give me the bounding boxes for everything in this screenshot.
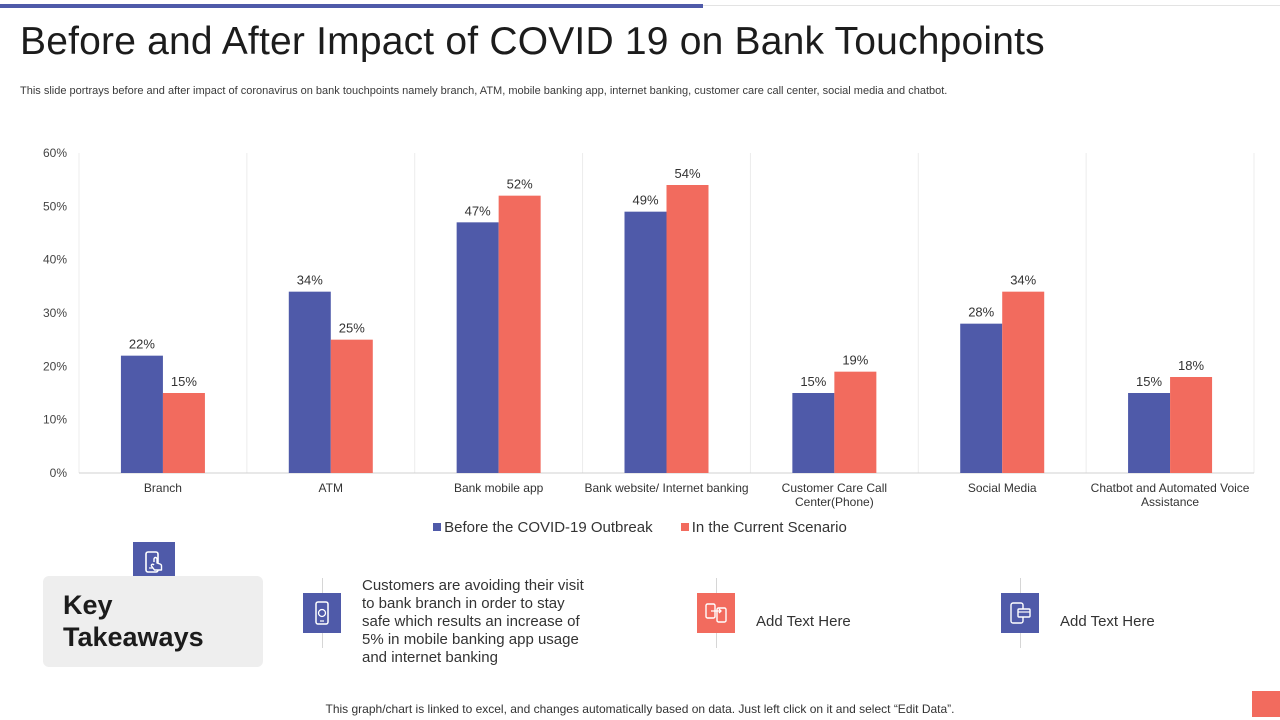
y-tick-label: 50% — [43, 199, 67, 213]
bar-current[interactable] — [330, 339, 373, 473]
corner-accent — [1252, 691, 1280, 717]
x-tick-label: Social Media — [968, 481, 1037, 495]
bar-value-label: 34% — [1010, 273, 1036, 288]
x-tick-label: Bank website/ Internet banking — [584, 481, 748, 495]
bar-value-label: 47% — [465, 203, 491, 218]
bar-value-label: 19% — [842, 353, 868, 368]
x-tick-label-line: ATM — [319, 481, 343, 495]
bar-current[interactable] — [1002, 291, 1045, 473]
bar-before[interactable] — [456, 222, 499, 473]
mobile-banking-glyph — [315, 601, 329, 625]
x-tick-label: Customer Care Call Center(Phone) — [782, 481, 887, 509]
x-tick-label-line: Branch — [144, 481, 182, 495]
legend-swatch-current — [680, 523, 689, 531]
bar-value-label: 15% — [800, 374, 826, 389]
bar-value-label: 34% — [297, 273, 323, 288]
key-takeaways-title: Key Takeaways — [63, 590, 204, 652]
bar-value-label: 15% — [1136, 374, 1162, 389]
y-tick-label: 60% — [43, 146, 67, 160]
transfer-glyph — [705, 603, 727, 623]
legend-label-current: In the Current Scenario — [691, 519, 847, 536]
top-divider-line — [703, 5, 1280, 6]
x-tick-label-line: Chatbot and Automated Voice — [1091, 481, 1250, 495]
y-tick-label: 20% — [43, 359, 67, 373]
bar-chart[interactable]: 0% 10% 20% 30% 40% 50% 60% 22% 15% Branch 34% 25% AT… — [0, 0, 1280, 520]
x-tick-label-line: Assistance — [1141, 495, 1199, 509]
legend-label-before: Before the COVID-19 Outbreak — [444, 519, 653, 536]
y-tick-label: 30% — [43, 306, 67, 320]
x-tick-label-line: Center(Phone) — [795, 495, 874, 509]
bar-value-label: 22% — [129, 337, 155, 352]
bar-before[interactable] — [1128, 393, 1171, 473]
legend-swatch-before — [433, 523, 442, 531]
y-tick-label: 40% — [43, 253, 67, 267]
takeaway-text-2: Add Text Here — [756, 613, 851, 630]
legend-item-current[interactable]: In the Current Scenario — [680, 519, 847, 536]
chart-legend: Before the COVID-19 Outbreak In the Curr… — [0, 519, 1280, 536]
bar-current[interactable] — [834, 371, 877, 473]
x-tick-label-line: Bank mobile app — [454, 481, 544, 495]
bar-before[interactable] — [120, 355, 163, 473]
x-tick-label-line: Bank website/ Internet banking — [584, 481, 748, 495]
x-tick-label: ATM — [319, 481, 343, 495]
bar-value-label: 18% — [1178, 358, 1204, 373]
bar-value-label: 25% — [339, 321, 365, 336]
transfer-icon — [697, 593, 735, 633]
page-subtitle: This slide portrays before and after imp… — [20, 85, 948, 97]
bar-value-label: 28% — [968, 305, 994, 320]
bar-current[interactable] — [666, 185, 709, 473]
footer-note: This graph/chart is linked to excel, and… — [325, 702, 955, 716]
x-tick-label: Branch — [144, 481, 182, 495]
bar-current[interactable] — [162, 393, 205, 473]
page-title: Before and After Impact of COVID 19 on B… — [20, 20, 1045, 63]
bar-value-label: 54% — [674, 166, 700, 181]
bar-before[interactable] — [792, 393, 835, 473]
y-tick-label: 10% — [43, 413, 67, 427]
bar-before[interactable] — [624, 211, 667, 473]
payment-glyph — [1010, 602, 1031, 624]
mobile-banking-icon — [303, 593, 341, 633]
bar-value-label: 15% — [171, 374, 197, 389]
bar-value-label: 52% — [507, 177, 533, 192]
x-tick-label-line: Customer Care Call — [782, 481, 887, 495]
top-accent-bar — [0, 4, 703, 8]
key-takeaways-box — [43, 576, 263, 667]
bar-before[interactable] — [288, 291, 331, 473]
legend-item-before[interactable]: Before the COVID-19 Outbreak — [433, 519, 653, 536]
bar-current[interactable] — [498, 195, 541, 473]
bar-current[interactable] — [1170, 377, 1213, 473]
takeaway-text-1: Customers are avoiding their visit to ba… — [362, 577, 584, 666]
bar-before[interactable] — [960, 323, 1003, 473]
y-tick-label: 0% — [50, 466, 68, 480]
payment-icon — [1001, 593, 1039, 633]
takeaway-text-3: Add Text Here — [1060, 613, 1155, 630]
bar-value-label: 49% — [632, 193, 658, 208]
x-tick-label-line: Social Media — [968, 481, 1037, 495]
x-tick-label: Chatbot and Automated Voice Assistance — [1091, 481, 1250, 509]
x-tick-label: Bank mobile app — [454, 481, 544, 495]
touch-screen-icon — [145, 551, 163, 573]
